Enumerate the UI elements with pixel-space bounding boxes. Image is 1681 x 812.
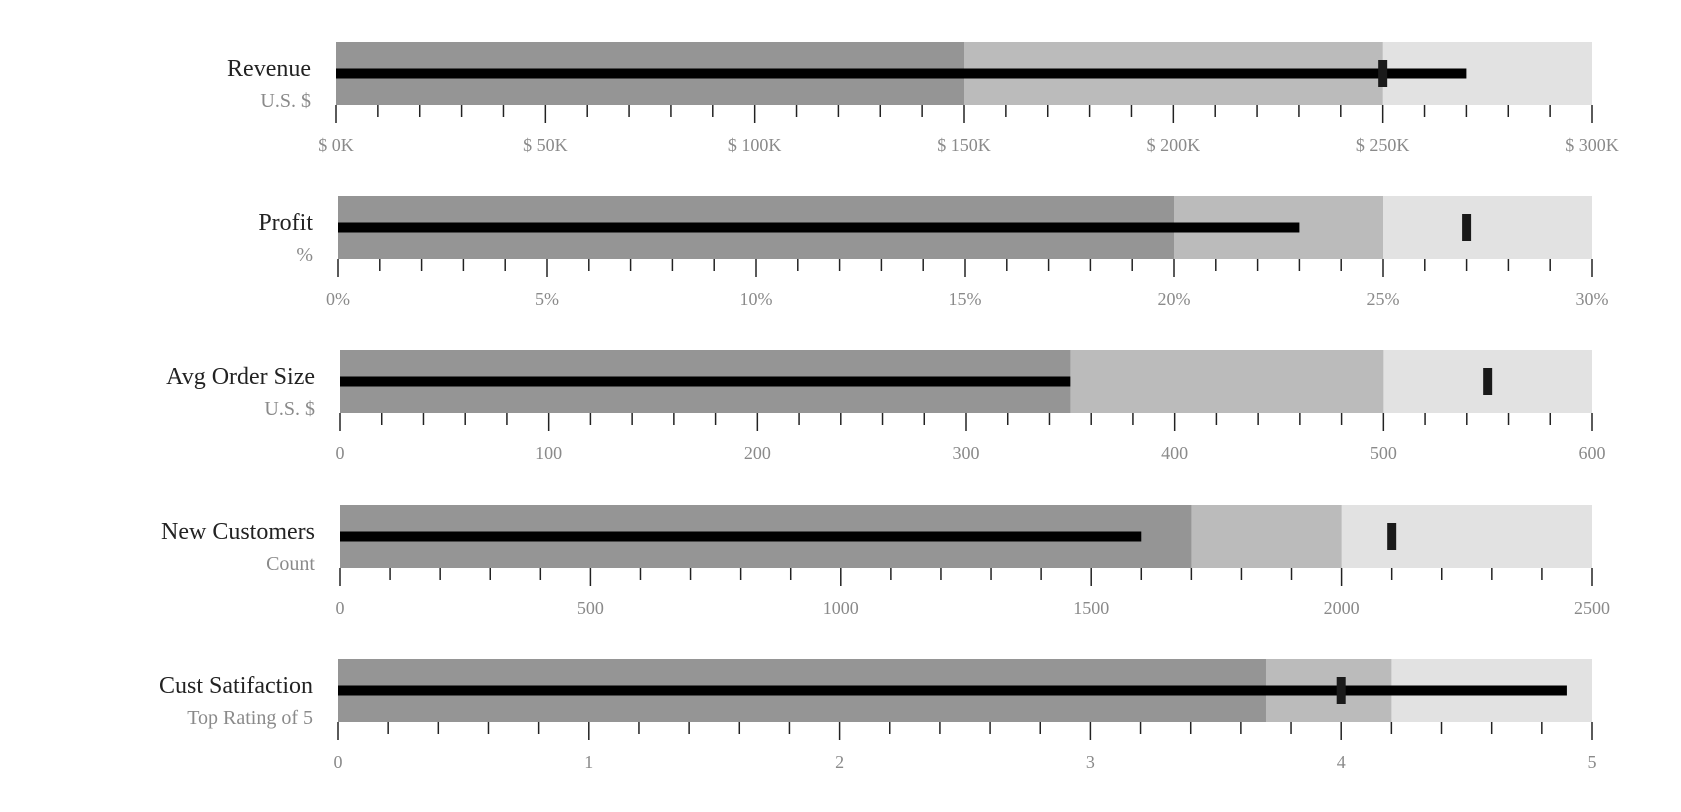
bullet-row-5: 0 1 2 3 4 5 Cust Satifaction Top Rating of 5 xyxy=(159,659,1597,772)
tick-label: $ 50K xyxy=(523,135,568,155)
measure-bar xyxy=(340,376,1071,387)
tick-label: 2 xyxy=(835,752,844,772)
tick-label: 15% xyxy=(949,289,982,309)
tick-label: 400 xyxy=(1161,443,1188,463)
target-marker xyxy=(1378,60,1388,87)
tick-label: $ 100K xyxy=(728,135,782,155)
target-marker xyxy=(1336,677,1346,704)
tick-label: 300 xyxy=(953,443,980,463)
target-marker xyxy=(1387,523,1397,550)
bullet-row-1: $ 0K $ 50K $ 100K $ 150K $ 200K $ 250K $ 300K R… xyxy=(227,42,1619,155)
bullet-subtitle: Top Rating of 5 xyxy=(187,707,313,729)
measure-bar xyxy=(340,531,1142,542)
bullet-subtitle: U.S. $ xyxy=(264,398,315,420)
tick-label: 1500 xyxy=(1073,598,1109,618)
bullet-title: New Customers xyxy=(161,519,315,545)
target-marker xyxy=(1483,368,1493,395)
bullet-subtitle: Count xyxy=(266,553,315,575)
tick-label: $ 200K xyxy=(1147,135,1201,155)
tick-label: 2000 xyxy=(1324,598,1360,618)
tick-label: 0 xyxy=(336,443,345,463)
tick-label: 100 xyxy=(535,443,562,463)
tick-label: 0 xyxy=(336,598,345,618)
bullet-subtitle: U.S. $ xyxy=(260,90,311,112)
bullet-row-4: 0 500 1000 1500 2000 2500 New Customers Count xyxy=(161,505,1610,618)
bullet-title: Profit xyxy=(258,210,313,236)
tick-label: 4 xyxy=(1337,752,1346,772)
bullet-subtitle: % xyxy=(296,244,313,266)
tick-label: 30% xyxy=(1576,289,1609,309)
tick-label: 500 xyxy=(1370,443,1397,463)
tick-label: $ 250K xyxy=(1356,135,1410,155)
measure-bar xyxy=(336,68,1467,79)
measure-bar xyxy=(338,685,1567,696)
tick-label: $ 150K xyxy=(937,135,991,155)
tick-label: 5% xyxy=(535,289,559,309)
tick-label: 200 xyxy=(744,443,771,463)
bullet-row-3: 0 100 200 300 400 500 600 Avg Order Size U.S. $ xyxy=(166,350,1606,463)
tick-label: 20% xyxy=(1158,289,1191,309)
tick-label: 2500 xyxy=(1574,598,1610,618)
tick-label: 3 xyxy=(1086,752,1095,772)
bullet-title: Avg Order Size xyxy=(166,364,315,390)
tick-label: $ 0K xyxy=(318,135,354,155)
tick-label: 0 xyxy=(334,752,343,772)
tick-label: 0% xyxy=(326,289,350,309)
bullet-row-2: 0% 5% 10% 15% 20% 25% 30% Profit% xyxy=(258,196,1609,309)
tick-label: $ 300K xyxy=(1565,135,1619,155)
tick-label: 5 xyxy=(1588,752,1597,772)
measure-bar xyxy=(338,222,1300,233)
bullet-title: Revenue xyxy=(227,56,311,82)
tick-label: 10% xyxy=(740,289,773,309)
bullet-title: Cust Satifaction xyxy=(159,673,313,699)
tick-label: 25% xyxy=(1367,289,1400,309)
target-marker xyxy=(1462,214,1472,241)
tick-label: 1000 xyxy=(823,598,859,618)
tick-label: 500 xyxy=(577,598,604,618)
tick-label: 1 xyxy=(584,752,593,772)
tick-label: 600 xyxy=(1579,443,1606,463)
